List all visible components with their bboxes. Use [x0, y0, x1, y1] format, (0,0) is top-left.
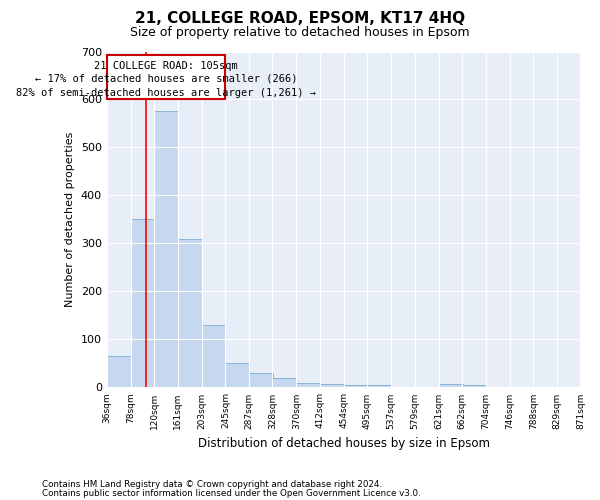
Text: Contains public sector information licensed under the Open Government Licence v3: Contains public sector information licen…: [42, 489, 421, 498]
Bar: [320, 384, 344, 388]
Bar: [272, 378, 296, 388]
X-axis label: Distribution of detached houses by size in Epsom: Distribution of detached houses by size …: [197, 437, 490, 450]
Bar: [131, 220, 154, 388]
Bar: [367, 385, 391, 388]
Bar: [344, 385, 368, 388]
Bar: [226, 364, 249, 388]
Bar: [154, 112, 178, 388]
Bar: [249, 373, 273, 388]
Text: 21, COLLEGE ROAD, EPSOM, KT17 4HQ: 21, COLLEGE ROAD, EPSOM, KT17 4HQ: [135, 11, 465, 26]
Bar: [107, 55, 226, 99]
Text: Size of property relative to detached houses in Epsom: Size of property relative to detached ho…: [130, 26, 470, 39]
Bar: [107, 356, 131, 388]
Bar: [462, 385, 486, 388]
Text: 21 COLLEGE ROAD: 105sqm: 21 COLLEGE ROAD: 105sqm: [94, 60, 238, 70]
Text: 82% of semi-detached houses are larger (1,261) →: 82% of semi-detached houses are larger (…: [16, 88, 316, 98]
Text: ← 17% of detached houses are smaller (266): ← 17% of detached houses are smaller (26…: [35, 74, 298, 84]
Bar: [439, 384, 463, 388]
Y-axis label: Number of detached properties: Number of detached properties: [65, 132, 75, 307]
Bar: [202, 325, 226, 388]
Text: Contains HM Land Registry data © Crown copyright and database right 2024.: Contains HM Land Registry data © Crown c…: [42, 480, 382, 489]
Bar: [178, 238, 202, 388]
Bar: [296, 382, 320, 388]
